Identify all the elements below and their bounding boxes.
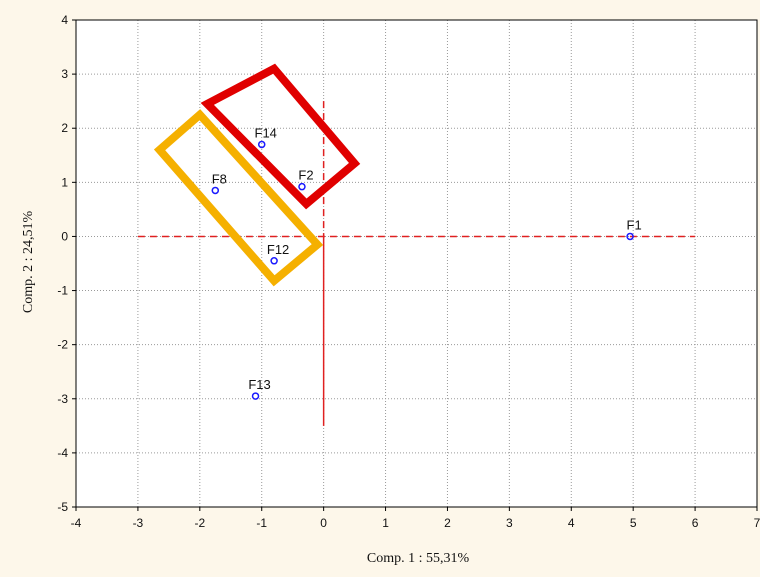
y-tick-label: 0 bbox=[61, 229, 68, 243]
x-tick-label: 1 bbox=[382, 516, 389, 530]
y-axis-ticks: -5 -4 -3 -2 -1 0 1 2 3 4 bbox=[57, 13, 76, 514]
y-tick-label: 3 bbox=[61, 67, 68, 81]
reference-lines bbox=[137, 101, 696, 426]
data-points: F14 F2 F8 F12 F1 F13 bbox=[211, 125, 642, 400]
highlight-boxes bbox=[153, 63, 361, 287]
plot-frame bbox=[75, 19, 758, 508]
x-tick-label: 0 bbox=[320, 516, 327, 530]
y-axis-title: Comp. 2 : 24,51% bbox=[21, 211, 36, 314]
point-label-f2: F2 bbox=[298, 168, 313, 183]
y-tick-label: 1 bbox=[61, 175, 68, 189]
y-tick-label: -1 bbox=[57, 284, 68, 298]
y-tick-label: 2 bbox=[61, 121, 68, 135]
x-tick-label: 3 bbox=[506, 516, 513, 530]
x-tick-label: 2 bbox=[444, 516, 451, 530]
plot-area bbox=[76, 20, 757, 507]
x-axis-ticks: -4 -3 -2 -1 0 1 2 3 4 5 6 7 bbox=[71, 507, 760, 530]
y-tick-label: -2 bbox=[57, 338, 68, 352]
x-tick-label: -3 bbox=[133, 516, 144, 530]
data-point-f13 bbox=[251, 392, 260, 400]
y-tick-label: -3 bbox=[57, 392, 68, 406]
highlight-box-1 bbox=[200, 63, 361, 210]
x-tick-label: 7 bbox=[754, 516, 760, 530]
x-tick-label: 4 bbox=[568, 516, 575, 530]
point-label-f12: F12 bbox=[267, 242, 289, 257]
x-tick-label: -4 bbox=[71, 516, 82, 530]
data-point-f12 bbox=[270, 257, 278, 265]
data-point-f8 bbox=[211, 186, 220, 195]
x-tick-label: 6 bbox=[692, 516, 699, 530]
data-point-f2 bbox=[298, 182, 306, 191]
data-point-f14 bbox=[257, 140, 266, 149]
x-axis-title: Comp. 1 : 55,31% bbox=[367, 551, 470, 566]
x-tick-label: -1 bbox=[256, 516, 267, 530]
y-tick-label: -4 bbox=[57, 446, 68, 460]
y-tick-label: 4 bbox=[61, 13, 68, 27]
highlight-box-2 bbox=[153, 109, 324, 287]
y-tick-label: -5 bbox=[57, 500, 68, 514]
x-tick-label: -2 bbox=[194, 516, 205, 530]
point-label-f14: F14 bbox=[255, 125, 277, 140]
point-label-f8: F8 bbox=[212, 171, 227, 186]
point-label-f13: F13 bbox=[248, 377, 270, 392]
data-point-f1 bbox=[626, 232, 634, 241]
x-tick-label: 5 bbox=[630, 516, 637, 530]
point-label-f1: F1 bbox=[627, 217, 642, 232]
